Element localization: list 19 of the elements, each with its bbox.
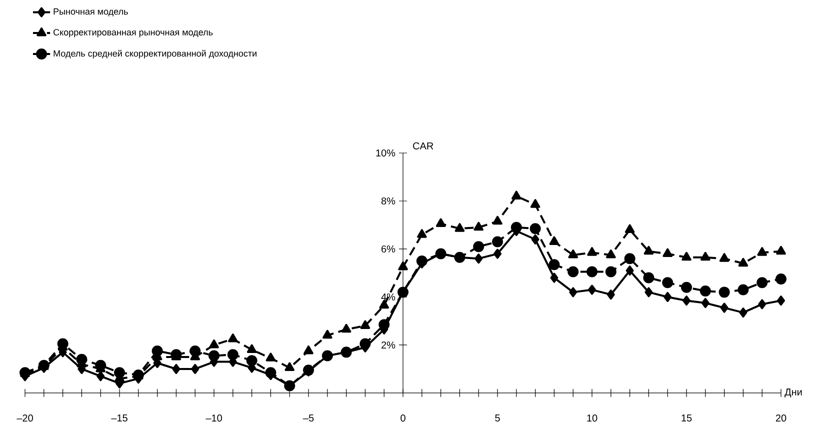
y-tick-label: 2% xyxy=(382,341,396,349)
x-tick-label: 10 xyxy=(587,414,598,422)
x-tick-label: –20 xyxy=(16,414,33,422)
y-tick-label: 8% xyxy=(381,197,396,205)
y-tick-label: 4% xyxy=(381,293,396,300)
legend-label: Рыночная модель xyxy=(54,8,128,16)
x-tick-label: –5 xyxy=(302,414,314,422)
x-tick-label: –10 xyxy=(206,414,222,422)
x-axis-title: Дни xyxy=(784,388,802,398)
x-tick-label: –15 xyxy=(111,414,128,422)
legend-label: Модель средней скорректированной доходности xyxy=(54,50,256,58)
x-tick-label: 5 xyxy=(495,414,500,422)
x-tick-label: 20 xyxy=(776,414,786,422)
y-tick-label: 10% xyxy=(376,149,396,157)
y-tick-label: 6% xyxy=(382,245,396,253)
x-tick-label: 0 xyxy=(400,414,406,422)
legend-label: Скорректированная рыночная модель xyxy=(54,29,213,38)
y-axis-title: CAR xyxy=(413,142,434,150)
x-tick-label: 15 xyxy=(682,414,692,422)
